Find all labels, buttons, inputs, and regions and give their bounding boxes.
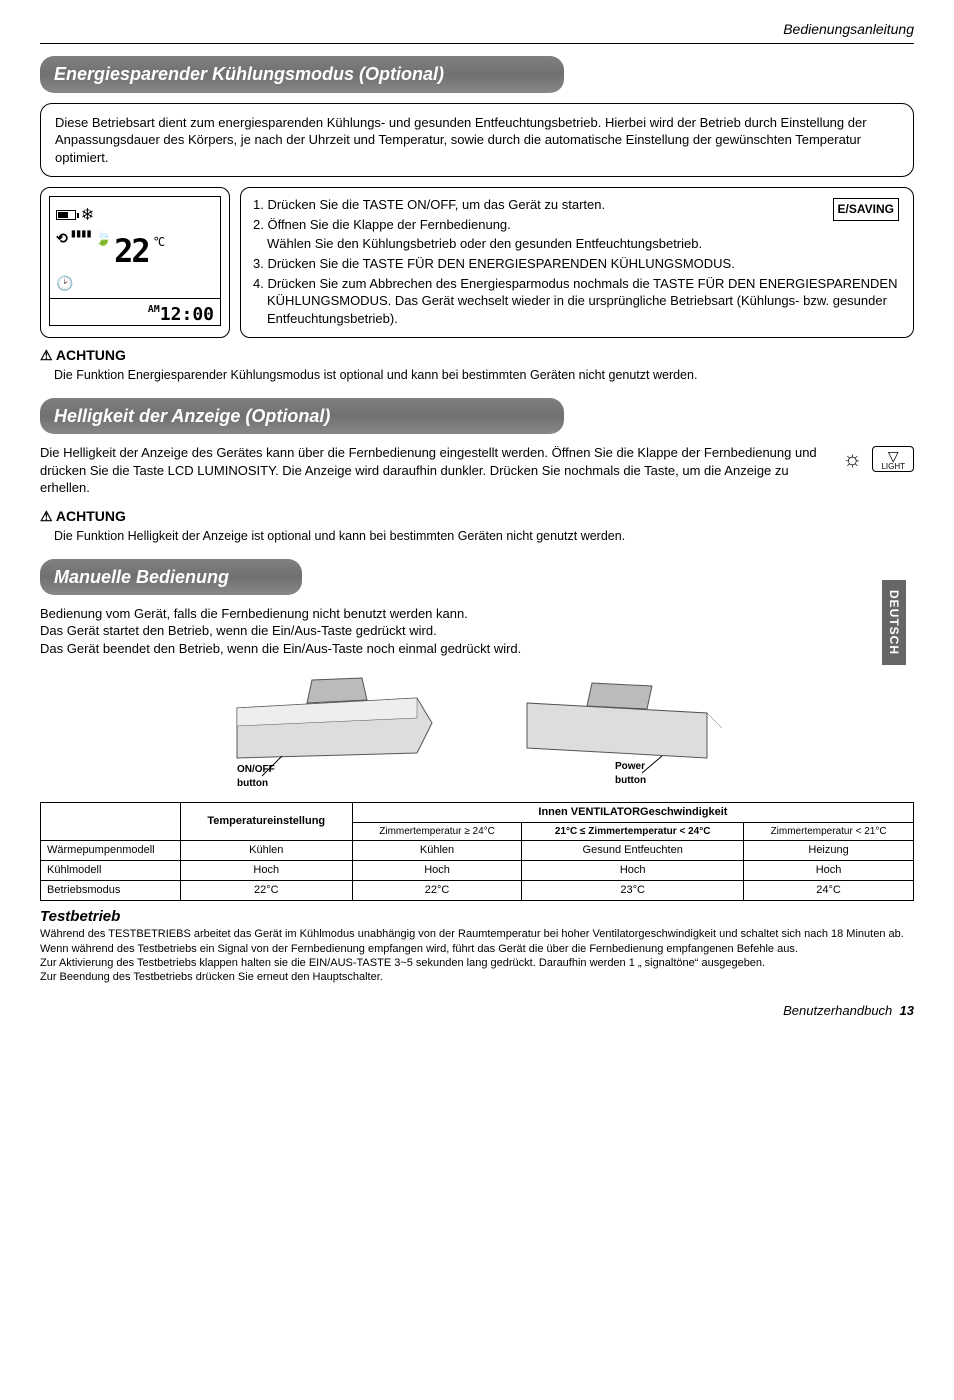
- table-row: Temperatureinstellung Innen VENTILATORGe…: [41, 803, 914, 823]
- snowflake-icon: ❄: [82, 203, 93, 227]
- down-triangle-icon: ▽: [881, 449, 905, 463]
- table-row: Wärmepumpenmodell Kühlen Kühlen Gesund E…: [41, 841, 914, 861]
- step-item: 1. Drücken Sie die TASTE ON/OFF, um das …: [253, 196, 901, 214]
- table-cell: Hoch: [180, 861, 352, 881]
- table-cell: 24°C: [744, 881, 914, 901]
- step-item: Wählen Sie den Kühlungsbetrieb oder den …: [253, 235, 901, 253]
- testbetrieb-heading: Testbetrieb: [40, 907, 914, 927]
- power-button-label: Power button: [615, 760, 646, 787]
- horizontal-rule: [40, 43, 914, 45]
- esaving-badge: E/SAVING: [833, 198, 899, 220]
- clock-icon: 🕑: [56, 276, 73, 292]
- remote-temp-unit: °C: [153, 234, 163, 250]
- table-cell: Zimmertemperatur ≥ 24°C: [352, 822, 521, 841]
- section3-body1: Bedienung vom Gerät, falls die Fernbedie…: [40, 605, 914, 623]
- table-cell: Gesund Entfeuchten: [522, 841, 744, 861]
- table-cell: Heizung: [744, 841, 914, 861]
- achtung-text: Die Funktion Energiesparender Kühlungsmo…: [54, 367, 914, 384]
- remote-ampm: AM: [148, 304, 160, 315]
- section1-steps-box: E/SAVING 1. Drücken Sie die TASTE ON/OFF…: [240, 187, 914, 338]
- battery-icon: [56, 210, 76, 220]
- table-cell: Hoch: [522, 861, 744, 881]
- section3-body2: Das Gerät startet den Betrieb, wenn die …: [40, 622, 914, 640]
- table-cell: Kühlmodell: [41, 861, 181, 881]
- page-number: 13: [900, 1003, 914, 1018]
- table-cell: Kühlen: [180, 841, 352, 861]
- table-cell: Zimmertemperatur < 21°C: [744, 822, 914, 841]
- ac-unit-left: ON/OFF button: [207, 668, 447, 793]
- section1-intro-text: Diese Betriebsart dient zum energiespare…: [55, 115, 867, 165]
- achtung-text: Die Funktion Helligkeit der Anzeige ist …: [54, 528, 914, 545]
- test-body-line: Zur Beendung des Testbetriebs drücken Si…: [40, 970, 914, 984]
- table-cell: Hoch: [744, 861, 914, 881]
- spec-table: Temperatureinstellung Innen VENTILATORGe…: [40, 802, 914, 901]
- ac-unit-right: Power button: [507, 668, 747, 793]
- table-row: Kühlmodell Hoch Hoch Hoch Hoch: [41, 861, 914, 881]
- section1-intro-box: Diese Betriebsart dient zum energiespare…: [40, 103, 914, 178]
- language-tab: DEUTSCH: [882, 580, 906, 665]
- light-icons: ☼ ▽ LIGHT: [842, 444, 914, 474]
- remote-divider: [50, 298, 220, 299]
- step-item: 3. Drücken Sie die TASTE FÜR DEN ENERGIE…: [253, 255, 901, 273]
- achtung-heading: ACHTUNG: [40, 507, 914, 526]
- table-cell: Wärmepumpenmodell: [41, 841, 181, 861]
- brightness-icon: ☼: [842, 444, 862, 474]
- section1-title: Energiesparender Kühlungsmodus (Optional…: [40, 56, 564, 92]
- table-cell: Kühlen: [352, 841, 521, 861]
- signal-bars-icon: ▮▮▮▮: [70, 230, 91, 237]
- table-cell: 21°C ≤ Zimmertemperatur < 24°C: [522, 822, 744, 841]
- leaf-icon: 🍃: [95, 230, 110, 249]
- table-row: Betriebsmodus 22°C 22°C 23°C 24°C: [41, 881, 914, 901]
- test-body-line: Zur Aktivierung des Testbetriebs klappen…: [40, 956, 914, 970]
- fan-icon: ⟲: [56, 230, 66, 249]
- table-cell: 22°C: [352, 881, 521, 901]
- step-item: 2. Öffnen Sie die Klappe der Fernbedienu…: [253, 216, 901, 234]
- remote-display: ❄ ⟲ ▮▮▮▮ 🍃 22 °C 🕑 AM12:00: [40, 187, 230, 338]
- table-cell: 23°C: [522, 881, 744, 901]
- light-button: ▽ LIGHT: [872, 446, 914, 472]
- remote-time-value: 12:00: [160, 304, 214, 325]
- table-cell: 22°C: [180, 881, 352, 901]
- achtung-heading: ACHTUNG: [40, 346, 914, 365]
- table-header: Innen VENTILATORGeschwindigkeit: [352, 803, 913, 823]
- remote-temp-value: 22: [114, 230, 149, 273]
- light-button-label: LIGHT: [881, 462, 905, 471]
- page-footer: Benutzerhandbuch 13: [40, 1002, 914, 1020]
- section3-body3: Das Gerät beendet den Betrieb, wenn die …: [40, 640, 914, 658]
- doc-type-label: Bedienungsanleitung: [40, 20, 914, 39]
- section2-title: Helligkeit der Anzeige (Optional): [40, 398, 564, 434]
- table-header: Temperatureinstellung: [180, 803, 352, 841]
- test-body-line: Während des TESTBETRIEBS arbeitet das Ge…: [40, 927, 914, 941]
- section2-body: Die Helligkeit der Anzeige des Gerätes k…: [40, 445, 817, 495]
- table-cell: Betriebsmodus: [41, 881, 181, 901]
- table-cell: Hoch: [352, 861, 521, 881]
- footer-text: Benutzerhandbuch: [783, 1003, 892, 1018]
- step-item: 4. Drücken Sie zum Abbrechen des Energie…: [253, 275, 901, 328]
- section3-title: Manuelle Bedienung: [40, 559, 302, 595]
- test-body-line: Wenn während des Testbetriebs ein Signal…: [40, 942, 914, 956]
- onoff-button-label: ON/OFF button: [237, 763, 275, 790]
